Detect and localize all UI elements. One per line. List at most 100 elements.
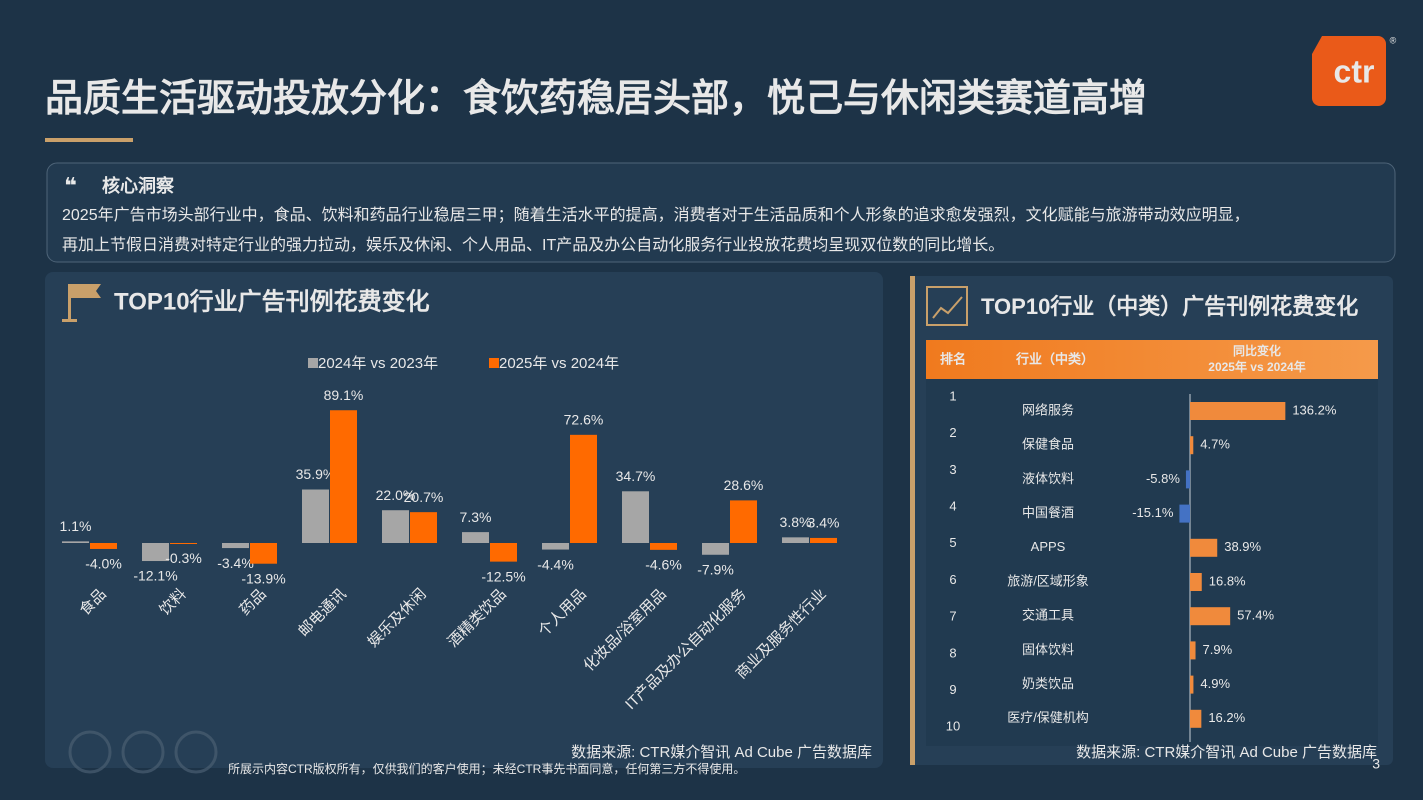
source-note: 数据来源: CTR媒介智讯 Ad Cube 广告数据库: [1076, 743, 1377, 761]
bar: [1185, 470, 1190, 489]
table-body: [926, 379, 1378, 746]
slide-title: 品质生活驱动投放分化：食饮药稳居头部，悦己与休闲类赛道高增: [45, 78, 1147, 120]
bar: [1190, 709, 1202, 728]
rank: 10: [946, 719, 960, 734]
legend-swatch: [489, 358, 499, 368]
data-label: 28.6%: [724, 477, 764, 493]
y-tick-label: 保健食品: [1022, 437, 1074, 452]
y-tick-label: 中国餐酒: [1022, 505, 1074, 520]
insight-text: 再加上节假日消费对特定行业的强力拉动，娱乐及休闲、个人用品、IT产品及办公自动化…: [62, 236, 1004, 254]
data-label: -5.8%: [1146, 471, 1180, 486]
bar: [90, 543, 117, 549]
bar: [1190, 573, 1202, 591]
bar: [1190, 607, 1231, 626]
legend-label: 2025年 vs 2024年: [499, 355, 619, 372]
table-header: [926, 340, 1378, 379]
chart-title: TOP10行业（中类）广告刊例花费变化: [981, 294, 1358, 319]
chart-icon: [926, 286, 968, 326]
legend-label: 2024年 vs 2023年: [318, 355, 438, 372]
data-label: 136.2%: [1292, 402, 1337, 417]
bar: [570, 434, 597, 543]
chart-title: TOP10行业广告刊例花费变化: [114, 287, 430, 315]
certification-badges: [68, 730, 218, 774]
data-label: -0.3%: [165, 550, 202, 566]
column-header: 排名: [940, 351, 966, 366]
data-label: -4.4%: [537, 556, 574, 572]
bar: [142, 543, 169, 562]
logo: ctr: [1334, 53, 1375, 89]
rank: 3: [949, 462, 956, 477]
data-label: -13.9%: [241, 570, 285, 586]
insight-box: [46, 162, 1396, 263]
data-label: 20.7%: [404, 489, 444, 505]
data-label: 16.8%: [1209, 573, 1246, 588]
bar: [462, 532, 489, 543]
data-label: 38.9%: [1224, 539, 1261, 554]
data-label: 3.8%: [780, 514, 812, 530]
rank: 2: [949, 425, 956, 440]
title-underline: [45, 138, 133, 142]
rank: 4: [949, 499, 956, 514]
data-label: 89.1%: [324, 387, 364, 403]
bar: [410, 512, 437, 543]
quote-icon: ❝: [64, 173, 77, 198]
y-tick-label: APPS: [1031, 539, 1066, 554]
logo-box: [1312, 36, 1386, 106]
column-header: 2025年 vs 2024年: [1208, 359, 1305, 374]
bar: [490, 543, 517, 562]
data-label: -3.4%: [217, 555, 254, 571]
data-label: 7.3%: [460, 509, 492, 525]
y-tick-label: 网络服务: [1022, 402, 1074, 417]
data-label: 57.4%: [1237, 608, 1274, 623]
bar: [782, 537, 809, 543]
rank: 7: [949, 609, 956, 624]
insight-heading: 核心洞察: [102, 175, 175, 196]
bar: [622, 491, 649, 543]
left-panel: [45, 272, 883, 768]
rank: 6: [949, 572, 956, 587]
y-tick-label: 医疗/保健机构: [1007, 710, 1089, 725]
data-label: 72.6%: [564, 412, 604, 428]
source-note: 数据来源: CTR媒介智讯 Ad Cube 广告数据库: [571, 743, 872, 761]
data-label: -4.0%: [85, 556, 122, 572]
y-tick-label: 交通工具: [1022, 608, 1074, 623]
insight-text: 2025年广告市场头部行业中，食品、饮料和药品行业稳居三甲；随着生活水平的提高，…: [62, 205, 1250, 224]
data-label: 4.9%: [1200, 676, 1230, 691]
data-label: 22.0%: [376, 487, 416, 503]
bar: [1190, 675, 1194, 694]
bar: [62, 541, 89, 543]
bar: [302, 489, 329, 543]
panel-accent: [910, 276, 915, 765]
data-label: -7.9%: [697, 561, 734, 577]
logo-mark: ®: [1390, 35, 1397, 45]
bar: [1190, 402, 1286, 420]
bar: [250, 543, 277, 564]
data-label: 16.2%: [1208, 710, 1245, 725]
legend-swatch: [308, 358, 318, 368]
bar: [1190, 641, 1196, 660]
data-label: 7.9%: [1203, 642, 1233, 657]
data-label: 4.7%: [1200, 437, 1230, 452]
bar: [1190, 538, 1218, 557]
y-tick-label: 奶类饮品: [1022, 676, 1074, 691]
data-label: -12.5%: [481, 568, 525, 584]
data-label: 35.9%: [296, 466, 336, 482]
rank: 9: [949, 682, 956, 697]
flag-icon: [62, 284, 101, 322]
copyright: 所展示内容CTR版权所有，仅供我们的客户使用；未经CTR事先书面同意，任何第三方…: [228, 761, 745, 776]
rank: 8: [949, 645, 956, 660]
bar: [702, 543, 729, 555]
bar: [1179, 504, 1190, 523]
rank: 5: [949, 535, 956, 550]
bar: [382, 510, 409, 543]
bar: [810, 537, 837, 543]
data-label: -4.6%: [645, 557, 682, 573]
y-tick-label: 液体饮料: [1022, 471, 1074, 486]
data-label: -12.1%: [133, 568, 177, 584]
data-label: 34.7%: [616, 468, 656, 484]
data-label: 3.4%: [808, 515, 840, 531]
rank: 1: [949, 388, 956, 403]
y-tick-label: 旅游/区域形象: [1007, 573, 1089, 588]
